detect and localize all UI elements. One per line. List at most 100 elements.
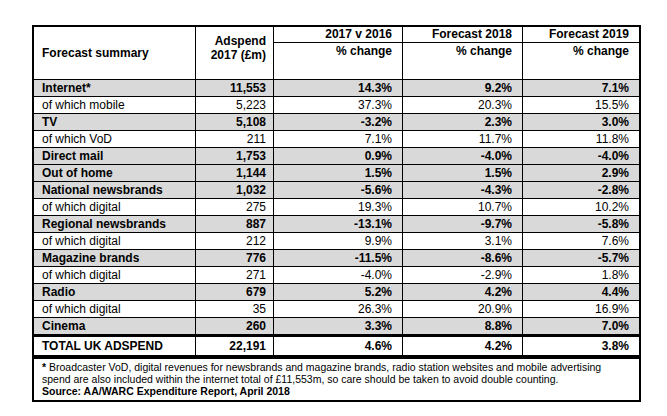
row-label: Radio (34, 284, 195, 300)
row-label: of which mobile (34, 97, 195, 113)
total-adspend-value: 22,191 (195, 337, 273, 355)
forecast-2019-value: 7.0% (522, 318, 639, 334)
footnote-box: * Broadcaster VoD, digital revenues for … (32, 357, 641, 402)
row-label: TV (34, 114, 195, 130)
header-forecast-summary: Forecast summary (34, 27, 195, 79)
row-label: of which digital (34, 233, 195, 249)
forecast-2018-value: -8.6% (402, 250, 522, 266)
forecast-2018-value: 3.1% (402, 233, 522, 249)
forecast-2018-value: -2.9% (402, 267, 522, 283)
header-forecast-2019: Forecast 2019 % change (522, 27, 639, 79)
forecast-2018-value: 20.3% (402, 97, 522, 113)
table-row-radio: Radio 679 5.2% 4.2% 4.4% (34, 283, 639, 300)
adspend-value: 1,032 (195, 182, 273, 198)
adspend-value: 5,108 (195, 114, 273, 130)
table-row-out-of-home: Out of home 1,144 1.5% 1.5% 2.9% (34, 164, 639, 181)
row-label: Out of home (34, 165, 195, 181)
table-row-total-uk-adspend: TOTAL UK ADSPEND 22,191 4.6% 4.2% 3.8% (34, 334, 639, 355)
total-forecast-2019-value: 3.8% (522, 337, 639, 355)
change-value: 26.3% (273, 301, 402, 317)
page: Forecast summary Adspend 2017 (£m) 2017 … (0, 0, 667, 416)
header-forecast-2019-year: Forecast 2019 (523, 27, 639, 43)
forecast-2018-value: 4.2% (402, 284, 522, 300)
change-value: 37.3% (273, 97, 402, 113)
change-value: -3.2% (273, 114, 402, 130)
forecast-2019-value: -2.8% (522, 182, 639, 198)
change-value: 0.9% (273, 148, 402, 164)
change-value: -13.1% (273, 216, 402, 232)
change-value: 7.1% (273, 131, 402, 147)
total-forecast-2018-value: 4.2% (402, 337, 522, 355)
adspend-value: 212 (195, 233, 273, 249)
forecast-2019-value: 15.5% (522, 97, 639, 113)
adspend-value: 1,753 (195, 148, 273, 164)
row-label: of which VoD (34, 131, 195, 147)
forecast-2019-value: 7.1% (522, 80, 639, 96)
forecast-2018-value: 11.7% (402, 131, 522, 147)
row-label: Regional newsbrands (34, 216, 195, 232)
adspend-value: 271 (195, 267, 273, 283)
footnote-source: Source: AA/WARC Expenditure Report, Apri… (42, 385, 631, 397)
header-forecast-2018-pct-change: % change (403, 43, 522, 60)
forecast-2018-value: 1.5% (402, 165, 522, 181)
adspend-value: 211 (195, 131, 273, 147)
row-label: Internet* (34, 80, 195, 96)
adspend-value: 5,223 (195, 97, 273, 113)
change-value: 5.2% (273, 284, 402, 300)
row-label: Cinema (34, 318, 195, 334)
table-row-regional-newsbrands: Regional newsbrands 887 -13.1% -9.7% -5.… (34, 215, 639, 232)
table-row-of-which-digital-magazine: of which digital 271 -4.0% -2.9% 1.8% (34, 266, 639, 283)
table-row-direct-mail: Direct mail 1,753 0.9% -4.0% -4.0% (34, 147, 639, 164)
table-row-cinema: Cinema 260 3.3% 8.8% 7.0% (34, 317, 639, 334)
row-label: of which digital (34, 301, 195, 317)
change-value: 3.3% (273, 318, 402, 334)
forecast-2018-value: 10.7% (402, 199, 522, 215)
row-label: Direct mail (34, 148, 195, 164)
forecast-2019-value: 10.2% (522, 199, 639, 215)
adspend-value: 275 (195, 199, 273, 215)
total-change-value: 4.6% (273, 337, 402, 355)
adspend-value: 11,553 (195, 80, 273, 96)
row-label: of which digital (34, 199, 195, 215)
header-adspend-line1: Adspend (196, 34, 266, 48)
forecast-2019-value: 4.4% (522, 284, 639, 300)
forecast-2018-value: 9.2% (402, 80, 522, 96)
table-row-of-which-vod: of which VoD 211 7.1% 11.7% 11.8% (34, 130, 639, 147)
table-row-of-which-digital-radio: of which digital 35 26.3% 20.9% 16.9% (34, 300, 639, 317)
table-row-magazine-brands: Magazine brands 776 -11.5% -8.6% -5.7% (34, 249, 639, 266)
adspend-value: 887 (195, 216, 273, 232)
forecast-2019-value: 7.6% (522, 233, 639, 249)
table-row-tv: TV 5,108 -3.2% 2.3% 3.0% (34, 113, 639, 130)
adspend-value: 679 (195, 284, 273, 300)
table-header-row: Forecast summary Adspend 2017 (£m) 2017 … (34, 27, 639, 79)
forecast-2019-value: 2.9% (522, 165, 639, 181)
adspend-value: 1,144 (195, 165, 273, 181)
header-2017v2016: 2017 v 2016 % change (273, 27, 402, 79)
total-label: TOTAL UK ADSPEND (34, 337, 195, 355)
header-2017v2016-year: 2017 v 2016 (274, 27, 402, 43)
adspend-value: 260 (195, 318, 273, 334)
adspend-value: 776 (195, 250, 273, 266)
forecast-2018-value: -9.7% (402, 216, 522, 232)
change-value: -11.5% (273, 250, 402, 266)
forecast-2019-value: 16.9% (522, 301, 639, 317)
adspend-forecast-table: Forecast summary Adspend 2017 (£m) 2017 … (32, 25, 641, 358)
forecast-2019-value: -5.7% (522, 250, 639, 266)
header-2017v2016-pct-change: % change (274, 43, 402, 60)
forecast-2019-value: 3.0% (522, 114, 639, 130)
change-value: 9.9% (273, 233, 402, 249)
forecast-2018-value: 20.9% (402, 301, 522, 317)
row-label: Magazine brands (34, 250, 195, 266)
footnote-text: * Broadcaster VoD, digital revenues for … (42, 361, 631, 385)
header-forecast-2019-pct-change: % change (523, 43, 639, 60)
forecast-2019-value: -5.8% (522, 216, 639, 232)
header-forecast-2018: Forecast 2018 % change (402, 27, 522, 79)
change-value: 19.3% (273, 199, 402, 215)
change-value: 1.5% (273, 165, 402, 181)
header-forecast-2018-year: Forecast 2018 (403, 27, 522, 43)
table-row-of-which-digital-national: of which digital 275 19.3% 10.7% 10.2% (34, 198, 639, 215)
change-value: -5.6% (273, 182, 402, 198)
forecast-2018-value: -4.0% (402, 148, 522, 164)
table-row-of-which-mobile: of which mobile 5,223 37.3% 20.3% 15.5% (34, 96, 639, 113)
row-label: of which digital (34, 267, 195, 283)
